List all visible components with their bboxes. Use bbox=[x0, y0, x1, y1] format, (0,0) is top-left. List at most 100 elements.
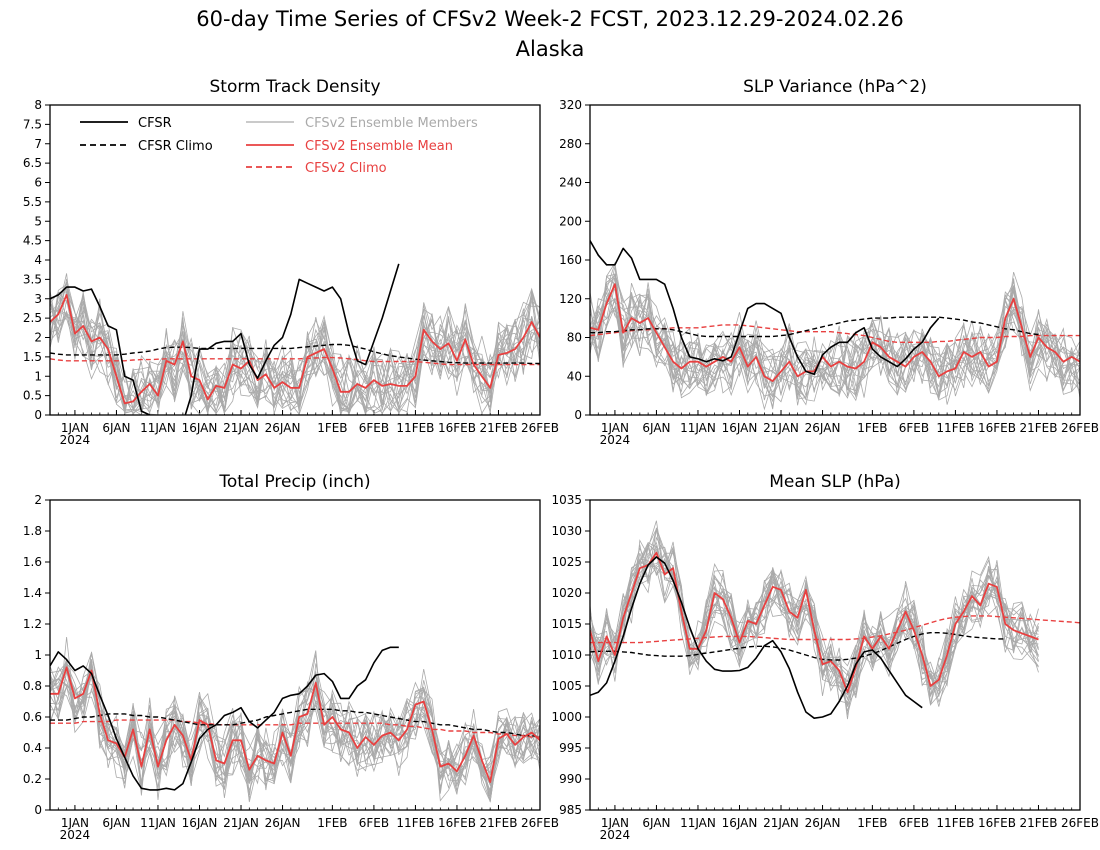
cfsr-line bbox=[590, 556, 923, 720]
x-tick-label: 1FEB bbox=[857, 816, 887, 830]
chart-panels: Storm Track Density 0 0.5 1 1.5 2 2.5 3 3.5 4 4.5 5… bbox=[23, 77, 1099, 842]
y-tick-label: 160 bbox=[559, 253, 582, 267]
panel-title: Total Precip (inch) bbox=[218, 472, 370, 492]
x-tick-label: 11JAN bbox=[140, 421, 176, 435]
y-tick-label: 0 bbox=[34, 803, 42, 817]
x-tick-label: 11FEB bbox=[936, 816, 974, 830]
cfsr-climo-line bbox=[50, 708, 540, 738]
y-tick-label: 8 bbox=[34, 98, 42, 112]
x-tick-label: 16JAN bbox=[722, 816, 758, 830]
x-tick-sublabel: 2024 bbox=[60, 433, 91, 447]
x-tick-label: 6JAN bbox=[102, 816, 130, 830]
x-tick-label: 11FEB bbox=[396, 816, 434, 830]
chart-panel-2: SLP Variance (hPa^2) 0 40 80 120 160 200 240 280… bbox=[559, 77, 1099, 447]
x-tick-label: 1JAN bbox=[601, 816, 629, 830]
x-tick-sublabel: 2024 bbox=[600, 828, 631, 842]
y-tick-label: 3 bbox=[34, 292, 42, 306]
x-tick-label: 16FEB bbox=[978, 816, 1016, 830]
y-tick-label: 1 bbox=[34, 369, 42, 383]
x-tick-label: 1JAN bbox=[61, 421, 89, 435]
x-tick-label: 11JAN bbox=[680, 816, 716, 830]
x-tick-label: 11FEB bbox=[396, 421, 434, 435]
x-tick-label: 16FEB bbox=[438, 421, 476, 435]
y-tick-label: 1000 bbox=[551, 710, 582, 724]
x-tick-label: 16JAN bbox=[182, 816, 218, 830]
cfsv2-climo-line bbox=[50, 719, 540, 738]
y-tick-label: 3.5 bbox=[23, 272, 42, 286]
y-tick-label: 40 bbox=[567, 369, 582, 383]
x-tick-label: 26FEB bbox=[1061, 816, 1099, 830]
ensemble-mean-line bbox=[50, 666, 540, 783]
x-tick-label: 21FEB bbox=[479, 816, 517, 830]
x-tick-label: 21JAN bbox=[763, 421, 799, 435]
x-tick-label: 16JAN bbox=[722, 421, 758, 435]
ensemble-member-line bbox=[590, 555, 1039, 696]
figure-title: 60-day Time Series of CFSv2 Week-2 FCST,… bbox=[196, 7, 903, 31]
legend-label-cfsr: CFSR bbox=[138, 116, 172, 131]
plot-frame bbox=[49, 104, 541, 416]
ensemble-member-line bbox=[50, 663, 540, 802]
y-tick-label: 6.5 bbox=[23, 156, 42, 170]
y-tick-label: 1025 bbox=[551, 555, 582, 569]
ensemble-member-line bbox=[50, 294, 540, 413]
y-tick-label: 0 bbox=[574, 408, 582, 422]
plot-area bbox=[590, 520, 1080, 720]
x-tick-sublabel: 2024 bbox=[600, 433, 631, 447]
x-tick-label: 26JAN bbox=[265, 816, 301, 830]
x-tick-label: 26JAN bbox=[265, 421, 301, 435]
panel-title: SLP Variance (hPa^2) bbox=[743, 77, 927, 97]
ensemble-member-line bbox=[590, 527, 1039, 706]
chart-panel-3: Total Precip (inch) 0 0.2 0.4 0.6 0.8 1 1.2 1.4 1… bbox=[23, 472, 559, 842]
y-tick-label: 0.5 bbox=[23, 389, 42, 403]
x-tick-label: 6JAN bbox=[642, 816, 670, 830]
cfsr-line bbox=[590, 240, 940, 376]
ensemble-member-line bbox=[590, 284, 1080, 396]
y-tick-label: 1.5 bbox=[23, 350, 42, 364]
legend-label-ens-mean: CFSv2 Ensemble Mean bbox=[305, 139, 453, 154]
x-tick-label: 21JAN bbox=[223, 816, 259, 830]
y-tick-label: 2 bbox=[34, 493, 42, 507]
y-tick-label: 80 bbox=[567, 331, 582, 345]
cfsr-climo-line bbox=[590, 316, 1039, 338]
ensemble-member-line bbox=[590, 544, 1039, 712]
ensemble-member-line bbox=[50, 291, 540, 415]
y-tick-label: 1020 bbox=[551, 586, 582, 600]
y-tick-label: 7.5 bbox=[23, 117, 42, 131]
figure-subtitle: Alaska bbox=[516, 37, 585, 61]
y-tick-label: 320 bbox=[559, 98, 582, 112]
x-tick-label: 6JAN bbox=[102, 421, 130, 435]
y-tick-label: 5 bbox=[34, 214, 42, 228]
x-tick-label: 1FEB bbox=[857, 421, 887, 435]
y-tick-label: 7 bbox=[34, 137, 42, 151]
x-tick-label: 1FEB bbox=[317, 816, 347, 830]
x-tick-label: 6FEB bbox=[359, 816, 389, 830]
plot-frame bbox=[589, 499, 1081, 811]
y-tick-label: 1 bbox=[34, 648, 42, 662]
y-tick-label: 1030 bbox=[551, 524, 582, 538]
ensemble-member-line bbox=[590, 546, 1039, 715]
x-tick-label: 26FEB bbox=[521, 421, 559, 435]
x-tick-label: 21FEB bbox=[1019, 421, 1057, 435]
y-tick-label: 240 bbox=[559, 176, 582, 190]
legend-label-members: CFSv2 Ensemble Members bbox=[305, 116, 478, 131]
y-tick-label: 990 bbox=[559, 772, 582, 786]
x-tick-label: 1JAN bbox=[61, 816, 89, 830]
y-tick-label: 1.2 bbox=[23, 617, 42, 631]
y-tick-label: 6 bbox=[34, 176, 42, 190]
ensemble-member-line bbox=[50, 307, 540, 414]
cfsv2-climo-line bbox=[590, 324, 1080, 343]
legend-label-cfsr-climo: CFSR Climo bbox=[138, 139, 213, 154]
x-tick-label: 21JAN bbox=[763, 816, 799, 830]
x-tick-label: 21FEB bbox=[1019, 816, 1057, 830]
y-tick-label: 1.8 bbox=[23, 524, 42, 538]
x-tick-sublabel: 2024 bbox=[60, 828, 91, 842]
ensemble-member-line bbox=[50, 672, 540, 792]
x-tick-label: 11JAN bbox=[140, 816, 176, 830]
y-tick-label: 4.5 bbox=[23, 234, 42, 248]
ensemble-mean-line bbox=[590, 283, 1080, 383]
y-tick-label: 1010 bbox=[551, 648, 582, 662]
y-tick-label: 0.4 bbox=[23, 741, 42, 755]
x-tick-label: 26FEB bbox=[1061, 421, 1099, 435]
panel-title: Storm Track Density bbox=[209, 77, 380, 97]
